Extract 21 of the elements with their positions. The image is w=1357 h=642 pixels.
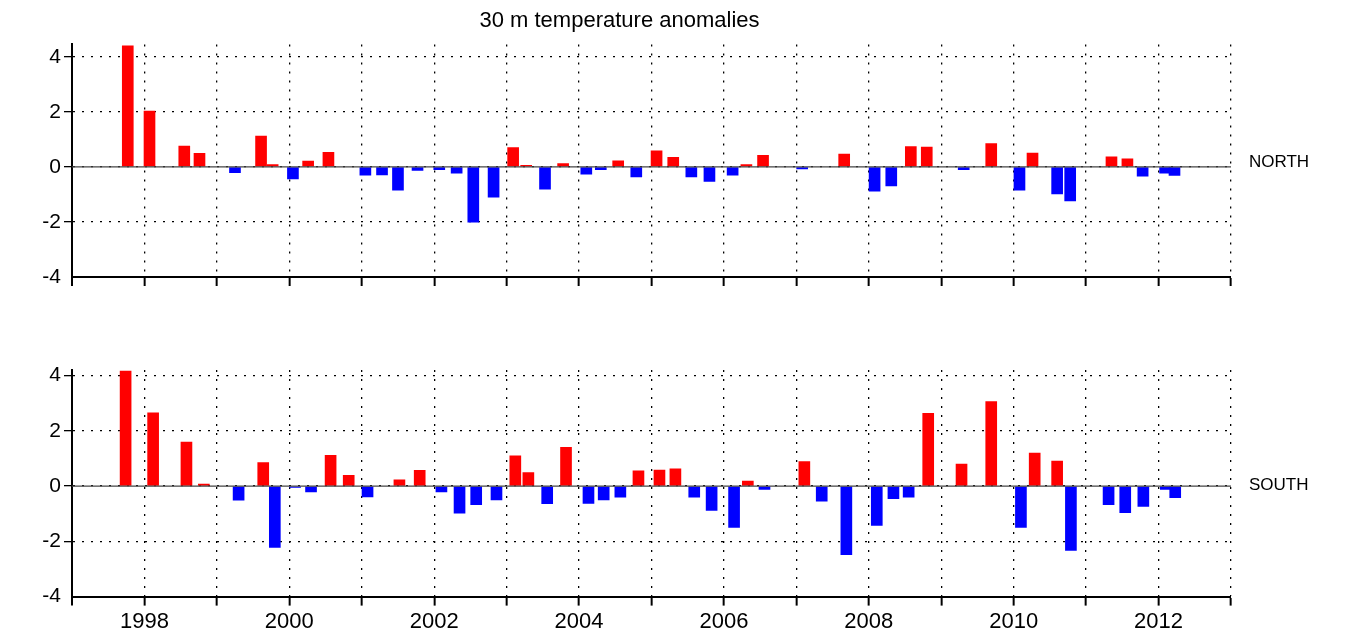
- y-tick-label: 4: [49, 362, 62, 386]
- x-tick-label: 2008: [844, 607, 894, 633]
- x-tick-label: 2006: [699, 607, 749, 633]
- text: NORTH: [1249, 152, 1310, 172]
- y-tick-label: 4: [49, 43, 62, 67]
- chart-title: 30 m temperature anomalies: [479, 7, 760, 33]
- x-tick-label: 2002: [409, 607, 459, 633]
- y-tick-label: 0: [49, 472, 61, 496]
- y-tick-label: -2: [42, 208, 61, 232]
- x-tick-label: 2012: [1134, 607, 1184, 633]
- y-tick-label: -2: [42, 528, 61, 552]
- x-tick-label: 2004: [554, 607, 604, 633]
- x-tick-label: 2010: [989, 607, 1039, 633]
- y-tick-label: 2: [49, 98, 61, 122]
- text: SOUTH: [1249, 474, 1309, 494]
- y-tick-label: 2: [49, 417, 61, 441]
- y-tick-label: -4: [42, 263, 62, 287]
- x-tick-label: 1998: [119, 607, 169, 633]
- y-tick-label: 0: [49, 153, 61, 177]
- x-tick-label: 2000: [264, 607, 314, 633]
- y-tick-label: -4: [42, 583, 62, 607]
